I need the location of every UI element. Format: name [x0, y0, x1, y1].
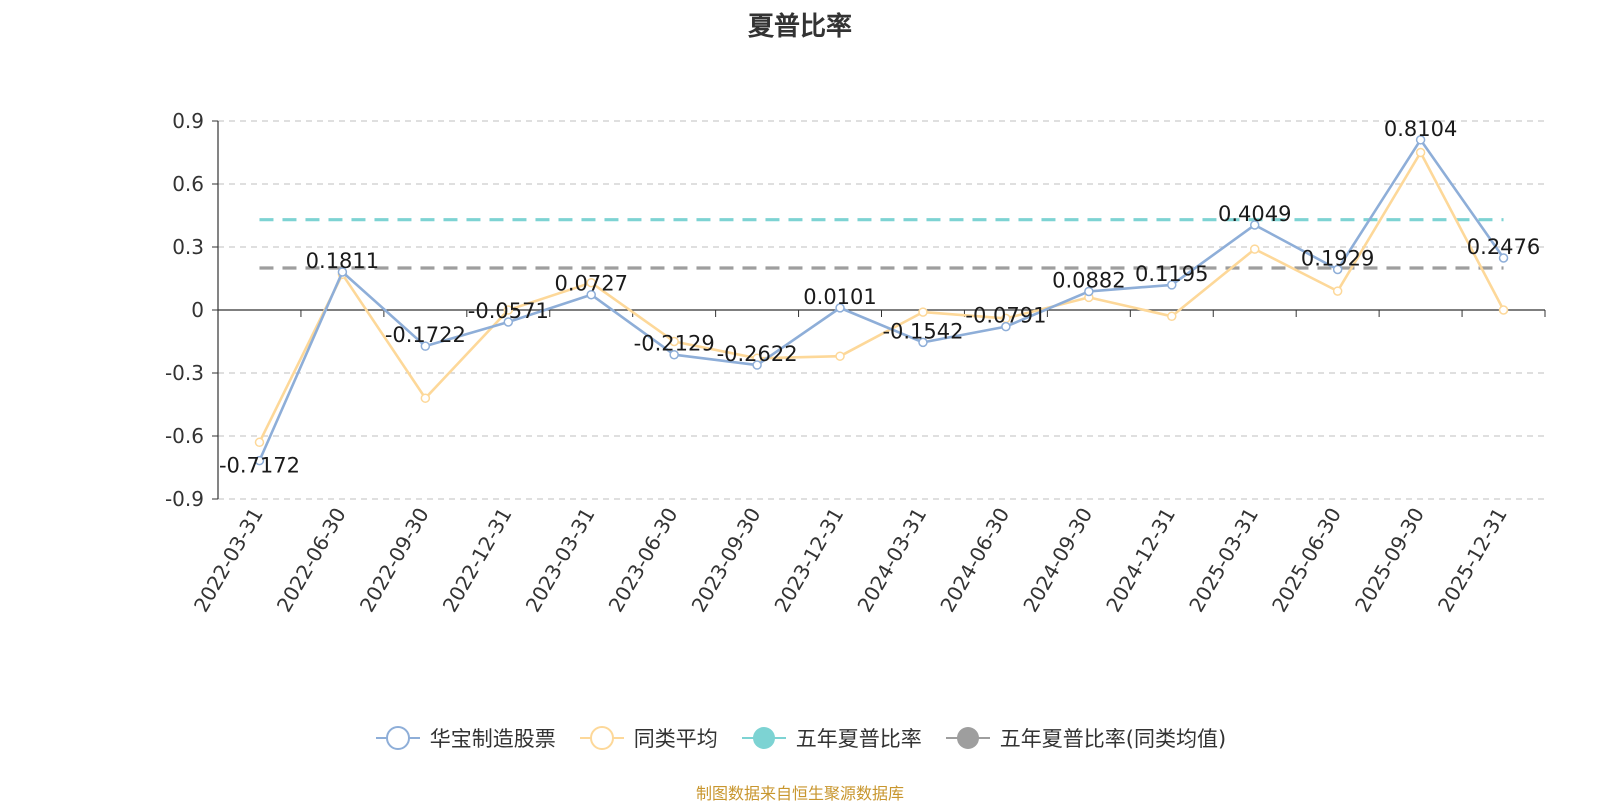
x-tick-label: 2025-03-31	[1184, 504, 1263, 617]
y-tick-label: 0	[191, 298, 204, 322]
x-tick-label: 2024-09-30	[1018, 504, 1097, 617]
data-label: -0.1542	[882, 319, 963, 343]
data-label: -0.0791	[965, 304, 1046, 328]
data-point-series-1	[1415, 135, 1426, 145]
y-tick-label: -0.6	[165, 424, 204, 448]
data-label: -0.0571	[468, 299, 549, 323]
data-point-series-2	[1249, 244, 1260, 254]
legend-circle-series-1	[385, 726, 410, 750]
data-label: -0.2129	[634, 332, 715, 356]
data-point-series-1	[254, 455, 265, 466]
data-point-series-1	[503, 317, 514, 327]
x-tick-label: 2022-12-31	[438, 504, 517, 617]
x-tick-label: 2024-12-31	[1101, 504, 1180, 617]
data-label: 0.0882	[1052, 268, 1125, 292]
data-point-series-1	[918, 337, 928, 348]
data-label: 0.0101	[803, 285, 876, 309]
x-tick-label: 2024-03-31	[852, 504, 931, 617]
source-note: 制图数据来自恒生聚源数据库	[695, 784, 904, 803]
data-point-series-1	[1332, 264, 1343, 275]
data-label: 0.1195	[1135, 262, 1208, 286]
legend-marker-ref-1	[741, 727, 786, 749]
data-label: 0.2476	[1467, 235, 1540, 259]
data-point-series-1	[1001, 321, 1011, 332]
legend: 华宝制造股票 同类平均 五年夏普比率 五年夏普比率(同类均值)	[0, 722, 1600, 754]
data-point-series-2	[1332, 286, 1343, 296]
grid-layer	[218, 120, 1545, 500]
legend-label-ref-1: 五年夏普比率	[795, 727, 922, 751]
legend-item-ref-1[interactable]: 五年夏普比率	[740, 723, 922, 753]
legend-item-series-2[interactable]: 同类平均	[578, 723, 718, 753]
data-label: 0.0727	[554, 272, 627, 296]
legend-item-ref-2[interactable]: 五年夏普比率(同类均值)	[944, 723, 1226, 753]
y-tick-label: 0.9	[172, 109, 204, 133]
data-point-series-2	[918, 307, 928, 317]
chart-title: 夏普比率	[747, 12, 852, 42]
data-label: -0.7172	[219, 454, 300, 478]
x-tick-label: 2025-09-30	[1350, 504, 1429, 617]
y-tick-label: 0.6	[172, 172, 204, 196]
legend-marker-series-2	[579, 726, 624, 750]
legend-circle-ref-1	[752, 727, 775, 749]
reference-lines	[259, 218, 1504, 270]
data-point-series-1	[669, 349, 679, 360]
data-label: -0.1722	[385, 323, 466, 347]
x-tick-label: 2022-06-30	[272, 504, 351, 617]
y-tick-label: 0.3	[172, 235, 204, 259]
data-point-series-2	[1167, 311, 1177, 322]
y-tick-label: -0.9	[165, 487, 204, 511]
legend-marker-series-1	[375, 726, 420, 750]
data-point-series-2	[420, 393, 431, 403]
series-line-2	[258, 151, 1505, 443]
data-point-series-1	[337, 267, 348, 277]
legend-marker-ref-2	[945, 727, 990, 749]
data-point-series-1	[835, 303, 845, 313]
data-label: 0.1811	[306, 249, 379, 273]
series-line-1	[258, 138, 1505, 462]
x-tick-label: 2022-03-31	[189, 504, 268, 617]
series-layer	[254, 135, 1509, 466]
legend-label-series-2: 同类平均	[633, 727, 718, 751]
data-point-series-2	[254, 437, 265, 448]
legend-label-ref-2: 五年夏普比率(同类均值)	[999, 727, 1227, 751]
data-point-series-2	[503, 305, 514, 315]
data-point-series-1	[1167, 280, 1177, 290]
data-point-series-2	[1498, 305, 1509, 315]
data-label: 0.1929	[1301, 246, 1374, 270]
data-point-series-1	[752, 360, 762, 370]
data-point-series-1	[1249, 220, 1260, 230]
x-tick-label: 2025-12-31	[1433, 504, 1512, 617]
data-point-series-2	[1415, 147, 1426, 158]
x-tick-label: 2023-09-30	[687, 504, 766, 617]
legend-circle-ref-2	[956, 727, 979, 749]
x-tick-label: 2024-06-30	[935, 504, 1014, 617]
data-label: 0.8104	[1384, 117, 1457, 141]
data-label: 0.4049	[1218, 202, 1291, 226]
x-tick-label: 2023-03-31	[521, 504, 600, 617]
legend-circle-series-2	[589, 726, 614, 750]
x-tick-label: 2025-06-30	[1267, 504, 1346, 617]
y-tick-label: -0.3	[165, 361, 204, 385]
data-point-series-1	[420, 341, 431, 351]
x-tick-label: 2023-12-31	[769, 504, 848, 617]
legend-item-series-1[interactable]: 华宝制造股票	[374, 723, 556, 753]
data-point-series-2	[669, 336, 679, 347]
data-point-series-1	[1084, 286, 1094, 297]
data-label: -0.2622	[717, 342, 798, 366]
legend-label-series-1: 华宝制造股票	[429, 727, 556, 751]
x-tick-label: 2022-09-30	[355, 504, 434, 617]
data-point-series-2	[586, 277, 596, 288]
x-tick-label: 2023-06-30	[604, 504, 683, 617]
data-point-series-2	[835, 351, 845, 361]
data-point-series-1	[586, 289, 596, 300]
data-point-series-1	[1498, 253, 1509, 263]
